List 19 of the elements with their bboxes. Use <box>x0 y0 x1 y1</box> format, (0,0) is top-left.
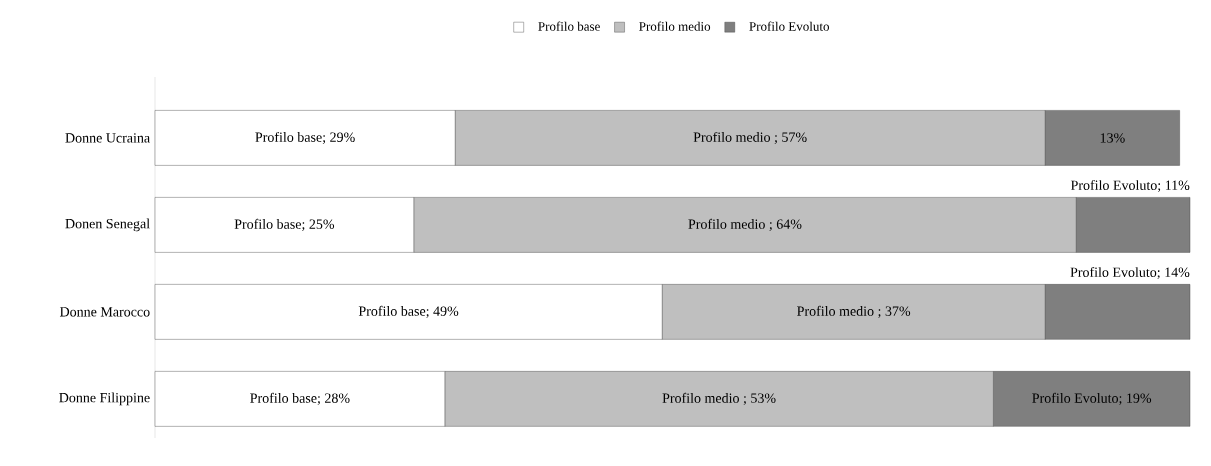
data-label: Profilo medio ; 64% <box>688 218 802 231</box>
data-label: Profilo base; 25% <box>234 218 335 231</box>
y-tick-label: Donne Filippine <box>59 392 150 406</box>
legend-label: Profilo Evoluto <box>749 21 829 31</box>
data-label: Profilo base; 29% <box>255 131 355 144</box>
y-tick-label: Donen Senegal <box>65 218 150 232</box>
y-tick-label: Donne Ucraina <box>65 133 150 143</box>
y-tick-label: Donne Marocco <box>59 307 150 317</box>
data-label: Profilo medio ; 57% <box>693 131 807 144</box>
legend-label: Profilo base <box>538 21 600 31</box>
data-label: Profilo medio ; 53% <box>662 392 776 405</box>
data-label: Profilo medio ; 37% <box>797 305 911 318</box>
legend-label: Profilo medio <box>639 21 711 31</box>
data-label: Profilo base; 49% <box>358 305 459 318</box>
data-label: Profilo base; 28% <box>250 392 350 405</box>
data-label: Profilo Evoluto; 19% <box>1032 392 1152 405</box>
data-label: Profilo Evoluto; 14% <box>1070 266 1190 279</box>
data-label: 13% <box>1100 133 1125 143</box>
data-label: Profilo Evoluto; 11% <box>1070 180 1190 193</box>
